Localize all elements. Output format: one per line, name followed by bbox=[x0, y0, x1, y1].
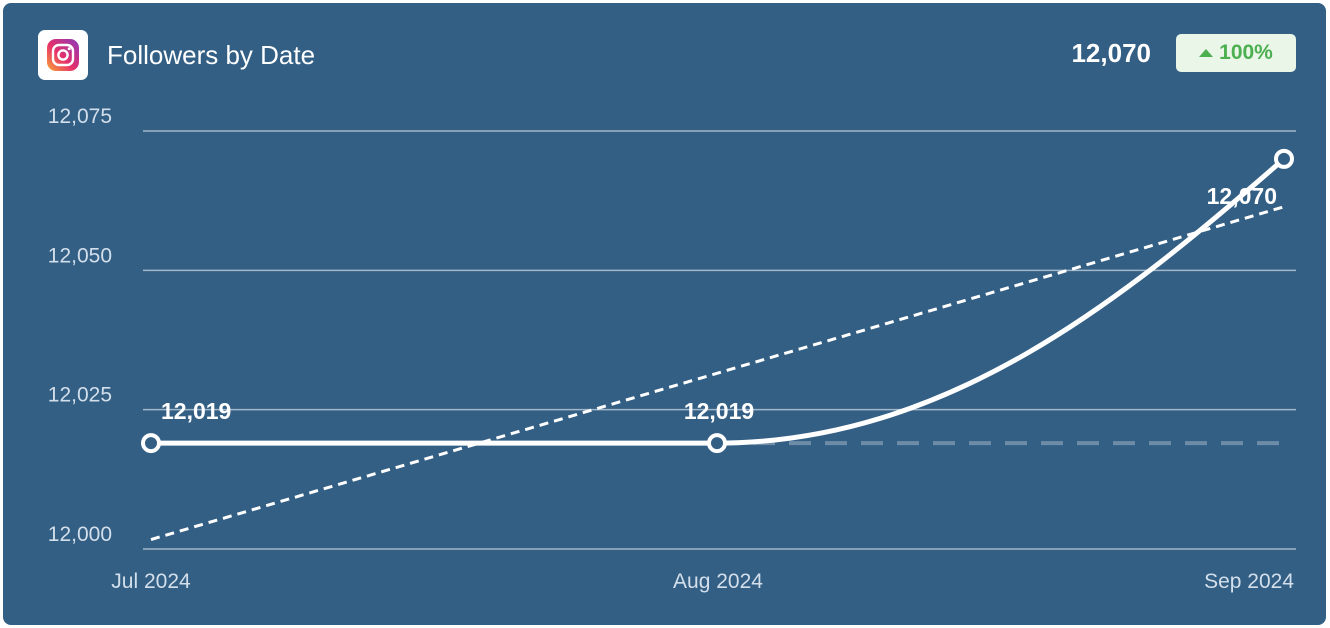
instagram-icon bbox=[47, 39, 79, 71]
series-line bbox=[148, 156, 1287, 446]
data-label: 12,019 bbox=[161, 398, 231, 424]
y-tick-label: 12,050 bbox=[48, 244, 112, 267]
data-point bbox=[141, 433, 161, 454]
change-value: 100% bbox=[1219, 41, 1273, 64]
trend-line bbox=[150, 205, 1285, 541]
y-tick-label: 12,000 bbox=[48, 523, 112, 546]
chart-title: Followers by Date bbox=[107, 40, 316, 70]
instagram-logo bbox=[38, 30, 88, 80]
total-followers: 12,070 bbox=[1071, 38, 1151, 68]
change-badge: 100% bbox=[1176, 34, 1296, 72]
triangle-up-icon bbox=[1199, 49, 1214, 57]
x-tick-label: Aug 2024 bbox=[673, 570, 763, 593]
x-tick-label: Sep 2024 bbox=[1204, 570, 1294, 593]
chart-card: Followers by Date 12,070 100% bbox=[3, 3, 1326, 625]
y-tick-label: 12,075 bbox=[48, 105, 112, 128]
y-tick-label: 12,025 bbox=[48, 384, 112, 407]
data-point bbox=[707, 433, 727, 454]
data-label: 12,019 bbox=[684, 398, 754, 424]
x-tick-label: Jul 2024 bbox=[111, 570, 191, 593]
data-point bbox=[1274, 148, 1294, 169]
data-label: 12,070 bbox=[1207, 183, 1277, 209]
